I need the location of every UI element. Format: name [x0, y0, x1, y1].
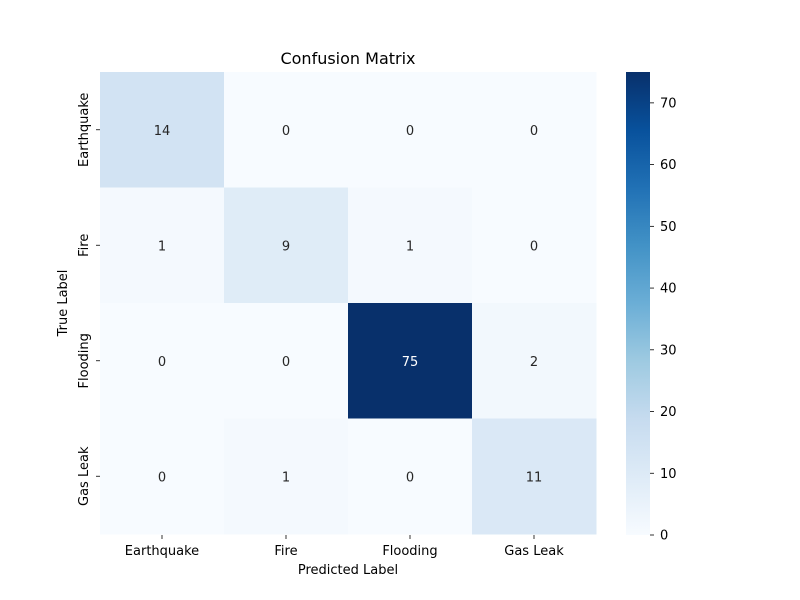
x-axis-ticks: Earthquake Fire Flooding Gas Leak — [125, 535, 564, 559]
y-tick-label: Fire — [77, 234, 92, 257]
colorbar-tick-label: 50 — [660, 220, 677, 235]
heatmap-cells — [100, 72, 597, 535]
heatmap-cell — [348, 418, 473, 535]
heatmap-cell-value: 2 — [530, 355, 538, 370]
heatmap-cell-value: 0 — [530, 124, 538, 139]
heatmap-cell-value: 1 — [282, 470, 290, 485]
y-tick-label: Flooding — [77, 333, 92, 388]
heatmap-cell — [224, 187, 349, 304]
heatmap-cell — [348, 187, 473, 304]
x-tick-label: Flooding — [382, 544, 437, 559]
colorbar-tick-label: 70 — [660, 96, 677, 111]
heatmap-cell-value: 1 — [158, 239, 166, 254]
heatmap-cell-value: 0 — [282, 124, 290, 139]
heatmap-cell-value: 0 — [406, 124, 414, 139]
heatmap-cell-value: 0 — [158, 470, 166, 485]
y-axis-label: True Label — [56, 270, 71, 338]
heatmap-cell — [100, 418, 225, 535]
colorbar: 0 10 20 30 40 50 60 70 — [626, 72, 677, 544]
heatmap-cell-value: 14 — [154, 124, 171, 139]
heatmap-cell-value: 75 — [402, 355, 419, 370]
heatmap-cell-value: 0 — [282, 355, 290, 370]
heatmap-cell-value: 11 — [526, 470, 543, 485]
heatmap-cell-labels: 14 0 0 0 1 9 1 0 0 0 75 2 0 1 0 11 — [154, 124, 543, 486]
colorbar-tick-label: 20 — [660, 405, 677, 420]
heatmap-cell — [100, 72, 225, 188]
heatmap-cell — [472, 303, 597, 419]
colorbar-tick-label: 0 — [660, 529, 668, 544]
y-tick-label: Earthquake — [77, 93, 92, 167]
heatmap-cell — [472, 187, 597, 304]
heatmap-cell — [224, 303, 349, 419]
heatmap-cell-value: 1 — [406, 239, 414, 254]
heatmap-cell — [472, 72, 597, 188]
heatmap-cell — [100, 187, 225, 304]
heatmap-cell — [348, 72, 473, 188]
colorbar-tick-label: 10 — [660, 467, 677, 482]
x-tick-label: Gas Leak — [504, 544, 564, 559]
heatmap-cell — [472, 418, 597, 535]
y-axis-ticks: Earthquake Fire Flooding Gas Leak — [77, 93, 100, 506]
x-tick-label: Earthquake — [125, 544, 199, 559]
colorbar-tick-label: 30 — [660, 343, 677, 358]
x-axis-label: Predicted Label — [298, 563, 398, 578]
heatmap-cell — [348, 303, 473, 419]
heatmap-cell-value: 9 — [282, 239, 290, 254]
heatmap-cell-value: 0 — [406, 470, 414, 485]
colorbar-gradient — [626, 72, 650, 535]
heatmap-cell-value: 0 — [530, 239, 538, 254]
colorbar-tick-label: 40 — [660, 282, 677, 297]
heatmap-cell — [224, 418, 349, 535]
y-tick-label: Gas Leak — [77, 446, 92, 506]
colorbar-ticks: 0 10 20 30 40 50 60 70 — [650, 96, 677, 544]
heatmap-cell — [224, 72, 349, 188]
colorbar-tick-label: 60 — [660, 158, 677, 173]
x-tick-label: Fire — [274, 544, 297, 559]
chart-title: Confusion Matrix — [280, 49, 415, 68]
heatmap-cell-value: 0 — [158, 355, 166, 370]
heatmap-cell — [100, 303, 225, 419]
